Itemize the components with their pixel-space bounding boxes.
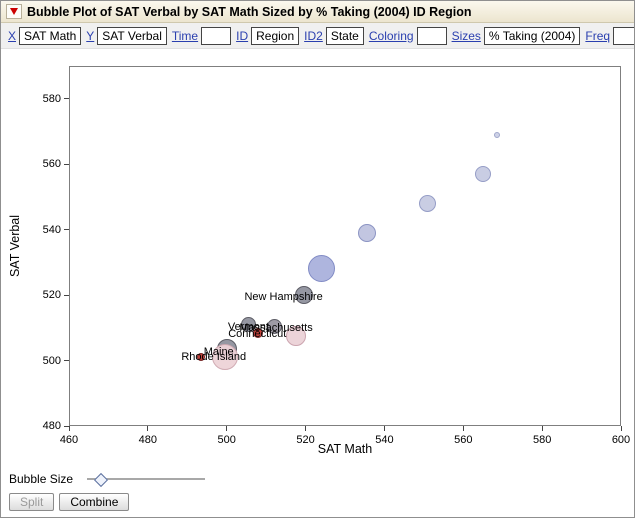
x-axis-tick [305, 426, 307, 431]
y-axis-tick-label: 500 [42, 354, 61, 367]
bubble[interactable] [475, 166, 491, 182]
bubble-massachusetts[interactable] [266, 318, 282, 334]
y-axis-tick [64, 229, 69, 231]
role-bar: X SAT Math Y SAT Verbal Time ID Region ID2 State… [1, 23, 634, 49]
y-axis-tick [64, 425, 69, 427]
x-axis-tick-label: 520 [296, 434, 315, 446]
bubble-new-hampshire[interactable] [294, 286, 313, 305]
slider-track[interactable] [87, 478, 206, 480]
role-button-id2[interactable]: ID2 [304, 28, 323, 43]
combine-button[interactable]: Combine [59, 493, 130, 511]
y-axis-tick-label: 540 [42, 223, 61, 236]
role-button-freq[interactable]: Freq [585, 28, 611, 43]
y-axis-tick [64, 98, 69, 100]
x-axis-tick [383, 426, 385, 431]
red-triangle-glyph [10, 8, 18, 15]
bubble-vermont[interactable] [240, 317, 256, 333]
y-axis-tick-label: 480 [42, 420, 61, 432]
x-axis-tick-label: 580 [532, 434, 552, 446]
x-axis-tick-label: 500 [217, 434, 236, 446]
x-axis-tick [462, 426, 464, 431]
role-box-x[interactable]: SAT Math [19, 26, 82, 45]
slider-thumb[interactable] [93, 472, 109, 488]
bubble[interactable] [197, 353, 206, 362]
bubble[interactable] [307, 255, 335, 283]
x-axis-tick [226, 426, 228, 431]
bubble[interactable] [357, 223, 376, 242]
y-axis-tick [64, 360, 69, 362]
red-triangle-menu-icon[interactable] [6, 4, 22, 19]
y-axis-tick-label: 580 [42, 92, 61, 105]
bubble-label: Connecticut [228, 327, 287, 340]
role-button-y[interactable]: Y [86, 28, 95, 43]
bubble-size-label: Bubble Size [9, 472, 74, 486]
role-button-sizes[interactable]: Sizes [451, 28, 481, 43]
report-title: Bubble Plot of SAT Verbal by SAT Math Si… [27, 4, 472, 19]
report-titlebar: Bubble Plot of SAT Verbal by SAT Math Si… [1, 1, 634, 23]
bubble-label: Vermont [227, 320, 269, 333]
bubble-label: Maine [203, 346, 234, 359]
bubble-size-slider[interactable] [87, 472, 209, 488]
role-button-time[interactable]: Time [171, 28, 199, 43]
x-axis-label: SAT Math [317, 442, 373, 456]
role-box-freq[interactable] [613, 26, 634, 45]
role-box-y[interactable]: SAT Verbal [97, 26, 167, 45]
y-axis-tick-label: 560 [42, 158, 61, 171]
bubble-label: New Hampshire [244, 291, 323, 304]
bubble-size-row: Bubble Size [9, 472, 209, 488]
plot-frame [69, 66, 621, 426]
bubble[interactable] [419, 194, 437, 212]
bubble[interactable] [493, 131, 500, 138]
x-axis-tick-label: 560 [454, 434, 473, 446]
split-button[interactable]: Split [9, 493, 55, 511]
role-box-id[interactable]: Region [251, 26, 300, 45]
x-axis-tick [620, 426, 622, 431]
x-axis-tick [541, 426, 543, 431]
x-axis-tick [147, 426, 149, 431]
buttons-row: Split Combine [9, 493, 130, 511]
x-axis-tick-label: 600 [611, 434, 631, 446]
y-axis-tick-label: 520 [42, 289, 61, 302]
bubble-connecticut[interactable] [253, 327, 264, 338]
role-box-time[interactable] [201, 26, 232, 45]
role-button-id[interactable]: ID [236, 28, 249, 43]
y-axis-tick [64, 294, 69, 296]
x-axis-tick-label: 540 [375, 434, 394, 446]
role-box-coloring[interactable] [416, 26, 447, 45]
role-button-x[interactable]: X [8, 28, 17, 43]
bubble[interactable] [285, 326, 306, 346]
bubble-rhode-island[interactable] [211, 344, 238, 371]
bubble-label: Rhode Island [181, 351, 247, 364]
role-button-coloring[interactable]: Coloring [368, 28, 414, 43]
x-axis-tick-label: 480 [138, 434, 158, 446]
y-axis-label: SAT Verbal [8, 214, 22, 278]
role-box-id2[interactable]: State [325, 26, 364, 45]
y-axis-tick [64, 163, 69, 165]
x-axis-tick [68, 426, 70, 431]
role-box-sizes[interactable]: % Taking (2004) [483, 26, 581, 45]
x-axis-tick-label: 460 [59, 434, 79, 446]
bubble-label: Massachusetts [239, 322, 313, 335]
